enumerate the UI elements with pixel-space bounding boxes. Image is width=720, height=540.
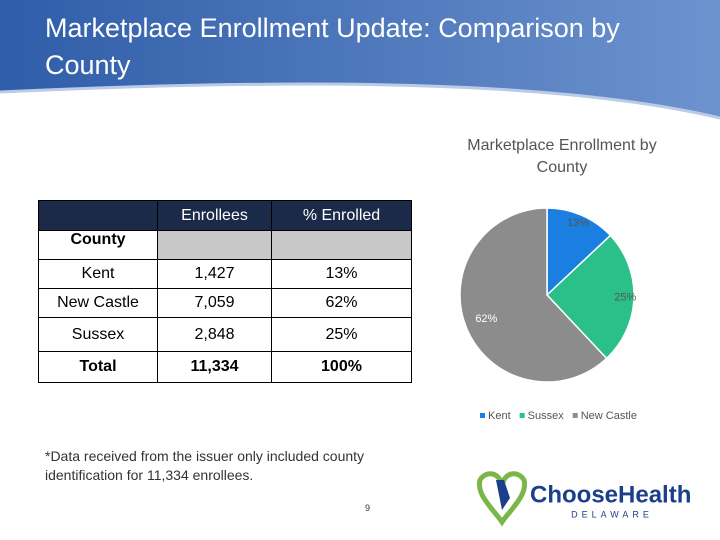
row-header: New Castle	[38, 288, 158, 318]
legend-swatch	[572, 413, 578, 418]
pie-slice	[459, 207, 608, 383]
table-row: Kent 1,427 13%	[38, 259, 412, 289]
table-row: Sussex 2,848 25%	[38, 317, 412, 352]
table-cell: 2,848	[157, 317, 272, 352]
data-label: 13%	[567, 217, 589, 229]
row-header: Sussex	[38, 317, 158, 352]
swoosh	[0, 82, 720, 120]
logo-name: ChooseHealth	[530, 481, 691, 508]
data-label: 62%	[475, 313, 497, 325]
footnote: *Data received from the issuer only incl…	[45, 448, 365, 483]
table-cell: 100%	[271, 351, 412, 383]
table-cell: 1,427	[157, 259, 272, 289]
legend-swatch	[480, 413, 485, 418]
logo-state	[496, 480, 510, 510]
table-row: Total 11,334 100%	[38, 351, 412, 383]
row-header: Kent	[38, 259, 158, 289]
legend-swatch	[519, 413, 525, 418]
logo-subtitle: DELAWARE	[571, 509, 653, 519]
header-cell	[38, 200, 158, 231]
row-header-label: County	[38, 230, 158, 260]
header-band	[0, 0, 720, 118]
slide-title: Marketplace Enrollment Update: Compariso…	[45, 13, 620, 80]
legend-label: New Castle	[581, 410, 637, 422]
table-cell: 25%	[271, 317, 412, 352]
pie-chart: Marketplace Enrollment by County 13% 25% 62%…	[459, 137, 657, 422]
column-header: % Enrolled	[271, 200, 412, 231]
legend-label: Sussex	[528, 410, 565, 422]
enrollment-table: Enrollees % Enrolled County Kent 1,427 13%…	[38, 200, 412, 383]
chart-title: Marketplace Enrollment by County	[467, 137, 656, 176]
legend-label: Kent	[488, 410, 511, 422]
table-row: New Castle 7,059 62%	[38, 288, 412, 318]
data-label: 25%	[614, 291, 636, 303]
row-header: Total	[38, 351, 158, 383]
table-cell: 7,059	[157, 288, 272, 318]
table-cell: 13%	[271, 259, 412, 289]
table-cell: 11,334	[157, 351, 272, 383]
pie-slice	[545, 234, 635, 360]
column-header: Enrollees	[157, 200, 272, 231]
blank-cell	[157, 230, 272, 260]
pie-slice	[546, 207, 612, 297]
table-cell: 62%	[271, 288, 412, 318]
page-number: 9	[365, 503, 371, 513]
logo-icon	[476, 471, 528, 527]
blank-cell	[271, 230, 412, 260]
